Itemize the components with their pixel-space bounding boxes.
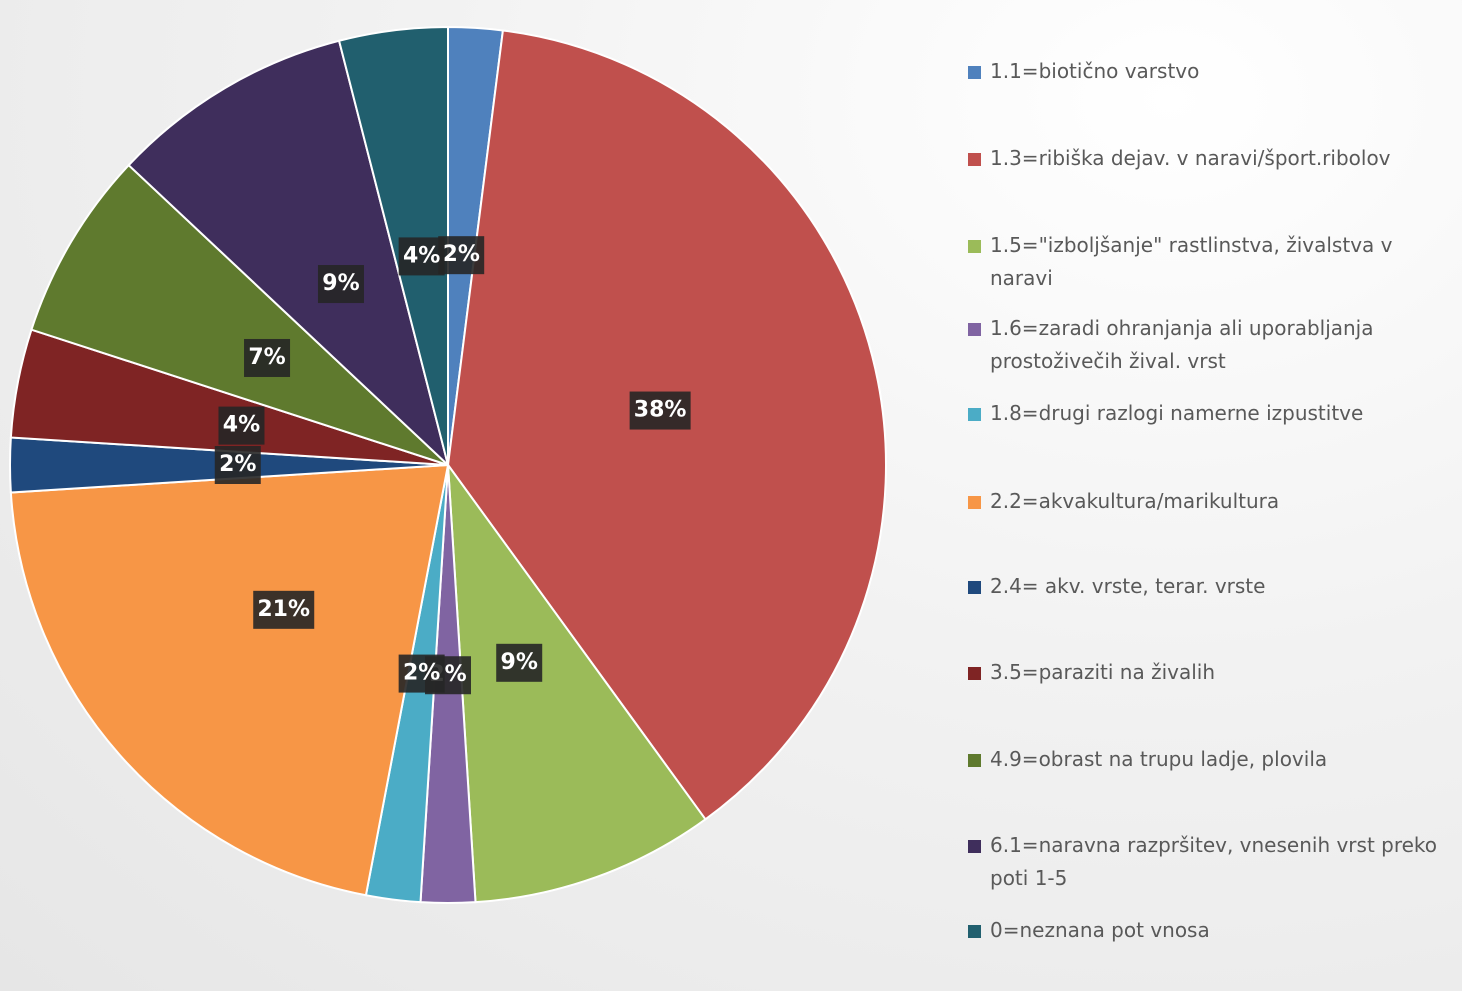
legend-label: 1.1=biotično varstvo [990, 59, 1200, 83]
data-label-text: 9% [322, 271, 359, 296]
legend-swatch [968, 240, 981, 253]
data-label: 9% [496, 643, 543, 682]
data-label-box [629, 391, 691, 430]
legend-item: 0=neznana pot vnosa [968, 914, 1456, 947]
data-label-box [398, 654, 445, 693]
data-label-text: 2% [403, 661, 440, 686]
legend-item: 1.8=drugi razlogi namerne izpustitve [968, 397, 1456, 430]
data-label-box [317, 265, 364, 304]
legend-swatch [968, 840, 981, 853]
legend-swatch [968, 581, 981, 594]
legend-swatch [968, 153, 981, 166]
data-label-box [496, 643, 543, 682]
legend-swatch [968, 323, 981, 336]
legend-label: 1.8=drugi razlogi namerne izpustitve [990, 401, 1364, 425]
pie-slice [127, 39, 450, 469]
data-label: 7% [244, 338, 291, 377]
data-label-box [398, 237, 445, 276]
legend-item: 1.5="izboljšanje" rastlinstva, živalstva… [968, 229, 1456, 295]
legend-item: 4.9=obrast na trupu ladje, plovila [968, 743, 1456, 776]
legend-item: 6.1=naravna razpršitev, vnesenih vrst pr… [968, 829, 1456, 895]
legend-item: 2.2=akvakultura/marikultura [968, 485, 1456, 518]
data-label-text: 4% [403, 243, 440, 268]
data-label: 9% [317, 265, 364, 304]
legend-item: 3.5=paraziti na živalih [968, 656, 1456, 689]
data-label-text: 21% [257, 597, 310, 622]
legend-label: 0=neznana pot vnosa [990, 918, 1210, 942]
data-label-text: 2% [219, 452, 256, 477]
data-label: 2% [214, 446, 261, 484]
legend-label: 3.5=paraziti na živalih [990, 660, 1216, 684]
legend-swatch [968, 667, 981, 680]
data-label: 21% [253, 590, 315, 629]
data-label-text: 7% [248, 345, 285, 370]
data-label-box [253, 590, 315, 629]
pie-slice [9, 463, 450, 897]
legend-item: 1.6=zaradi ohranjanja ali uporabljanja p… [968, 312, 1456, 378]
data-label: 38% [629, 391, 691, 430]
data-label-text: 2% [443, 242, 480, 267]
legend-swatch [968, 925, 981, 938]
legend-item: 1.3=ribiška dejav. v naravi/šport.ribolo… [968, 142, 1456, 175]
legend-label: 4.9=obrast na trupu ladje, plovila [990, 747, 1328, 771]
legend-label: 2.2=akvakultura/marikultura [990, 489, 1280, 513]
data-label: 2% [398, 654, 445, 693]
data-label-text: 4% [223, 413, 260, 438]
legend-label: 6.1=naravna razpršitev, vnesenih vrst pr… [990, 833, 1438, 890]
data-label: 4% [218, 406, 265, 445]
data-label-box [214, 446, 261, 484]
pie-slice [337, 25, 449, 466]
legend-item: 1.1=biotično varstvo [968, 55, 1456, 88]
data-label-box [438, 236, 485, 275]
chart: 2%38%9%2%2%21%2%4%7%9%4% [9, 25, 887, 905]
legend-swatch [968, 408, 981, 421]
legend-item: 2.4= akv. vrste, terar. vrste [968, 570, 1456, 603]
legend-swatch [968, 66, 981, 79]
legend-label: 2.4= akv. vrste, terar. vrste [990, 574, 1266, 598]
legend-label: 1.3=ribiška dejav. v naravi/šport.ribolo… [990, 146, 1391, 170]
data-label-box [218, 406, 265, 445]
data-label-text: 38% [634, 398, 687, 423]
data-label: 2% [438, 236, 485, 275]
legend-swatch [968, 754, 981, 767]
legend-label: 1.6=zaradi ohranjanja ali uporabljanja p… [990, 316, 1374, 373]
data-label-box [244, 338, 291, 377]
pie-slice [446, 461, 707, 904]
legend-swatch [968, 496, 981, 509]
pie-slice [30, 163, 449, 466]
legend-label: 1.5="izboljšanje" rastlinstva, živalstva… [990, 233, 1393, 290]
data-label-text: 9% [501, 650, 538, 675]
data-label: 4% [398, 237, 445, 276]
